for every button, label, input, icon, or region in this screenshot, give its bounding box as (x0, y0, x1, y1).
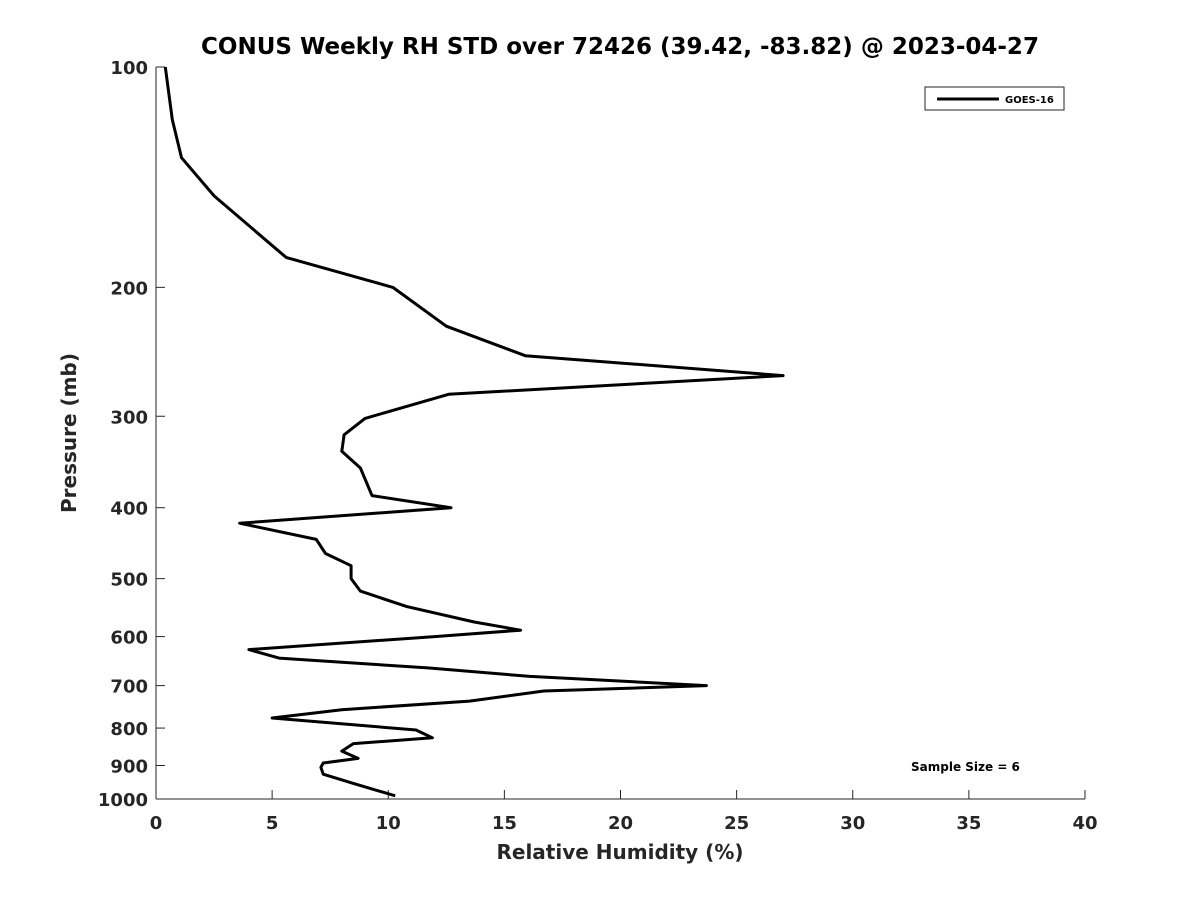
sample-size-annotation: Sample Size = 6 (911, 760, 1020, 774)
y-tick-label: 100 (110, 58, 148, 79)
y-tick-label: 200 (110, 278, 148, 299)
x-tick-label: 25 (724, 813, 749, 834)
y-ticks: 100 200 300 400 500 600 700 800 900 1000 (98, 58, 165, 811)
y-tick-label: 1000 (98, 790, 148, 811)
y-tick-label: 700 (110, 677, 148, 698)
legend-label: GOES-16 (1005, 95, 1054, 106)
y-tick-label: 800 (110, 719, 148, 740)
x-tick-label: 40 (1072, 813, 1097, 834)
x-tick-label: 30 (840, 813, 865, 834)
plot-area (156, 67, 1085, 799)
x-tick-label: 5 (266, 813, 279, 834)
x-ticks: 0 5 10 15 20 25 30 35 40 (150, 790, 1098, 834)
y-tick-label: 600 (110, 628, 148, 649)
series-line-goes-16 (163, 66, 785, 798)
y-tick-label: 900 (110, 757, 148, 778)
y-axis-label: Pressure (mb) (57, 353, 81, 513)
x-tick-label: 0 (150, 813, 163, 834)
x-tick-label: 20 (608, 813, 633, 834)
y-tick-label: 500 (110, 570, 148, 591)
legend: GOES-16 (924, 86, 1065, 111)
y-tick-label: 400 (110, 499, 148, 520)
chart-title: CONUS Weekly RH STD over 72426 (39.42, -… (201, 34, 1039, 60)
x-tick-label: 35 (956, 813, 981, 834)
x-tick-label: 10 (376, 813, 401, 834)
y-tick-label: 300 (110, 407, 148, 428)
x-axis-label: Relative Humidity (%) (496, 840, 743, 864)
x-tick-label: 15 (492, 813, 517, 834)
